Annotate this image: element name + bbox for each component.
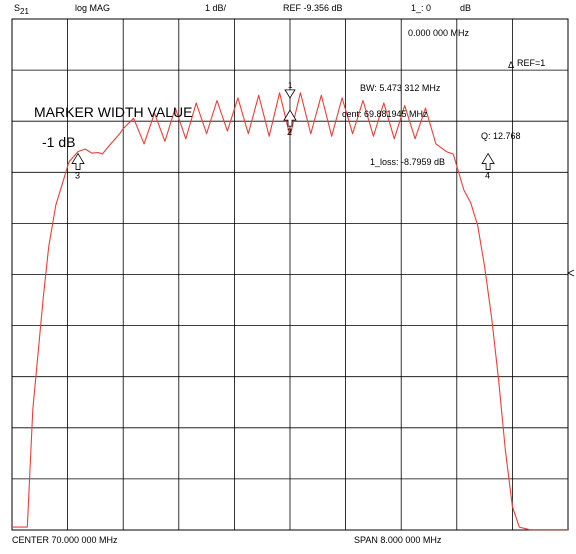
marker-width-title: MARKER WIDTH VALUE <box>34 104 192 120</box>
marker-readout: 1_: 0 <box>411 3 432 13</box>
marker-width-value: -1 dB <box>42 134 75 150</box>
delta-frequency: 0.000 000 MHz <box>408 28 470 38</box>
center-frequency: CENTER 70.000 000 MHz <box>12 535 118 545</box>
param-subscript: 21 <box>20 6 29 16</box>
marker-2-label: 2 <box>287 127 292 137</box>
marker-1: 1 <box>284 81 296 99</box>
marker-4-symbol <box>481 152 495 170</box>
scale-label: 1 dB/ <box>205 3 227 13</box>
marker-3-symbol <box>71 152 85 170</box>
marker-4: 4 <box>481 152 495 181</box>
span-frequency: SPAN 8.000 000 MHz <box>354 535 442 545</box>
param-label: S21 <box>14 3 29 16</box>
marker-2-symbol <box>283 109 297 127</box>
marker-3-label: 3 <box>75 171 80 181</box>
loss-readout: 1_loss: -8.7959 dB <box>370 157 445 167</box>
param-name: S <box>14 3 21 13</box>
ref-label: REF -9.356 dB <box>283 3 343 13</box>
bandwidth-readout: BW: 5.473 312 MHz <box>360 83 441 93</box>
ref-marker-label: REF=1 <box>517 58 545 68</box>
markers: 1 2 3 4 <box>71 81 495 181</box>
delta-ref-symbol: Δ <box>508 60 514 70</box>
q-readout: Q: 12.768 <box>481 131 521 141</box>
trace <box>12 92 568 531</box>
marker-1-symbol <box>284 89 296 99</box>
trace-line <box>12 92 568 531</box>
format-label: log MAG <box>75 3 111 13</box>
marker-readout-unit: dB <box>460 3 472 13</box>
marker-3: 3 <box>71 152 85 181</box>
reference-pointer <box>567 269 575 277</box>
marker-4-label: 4 <box>485 171 490 181</box>
marker-2: 2 <box>283 109 297 137</box>
marker-1-label: 1 <box>288 81 293 90</box>
center-readout: cent: 69.881945 MHz <box>342 109 428 119</box>
